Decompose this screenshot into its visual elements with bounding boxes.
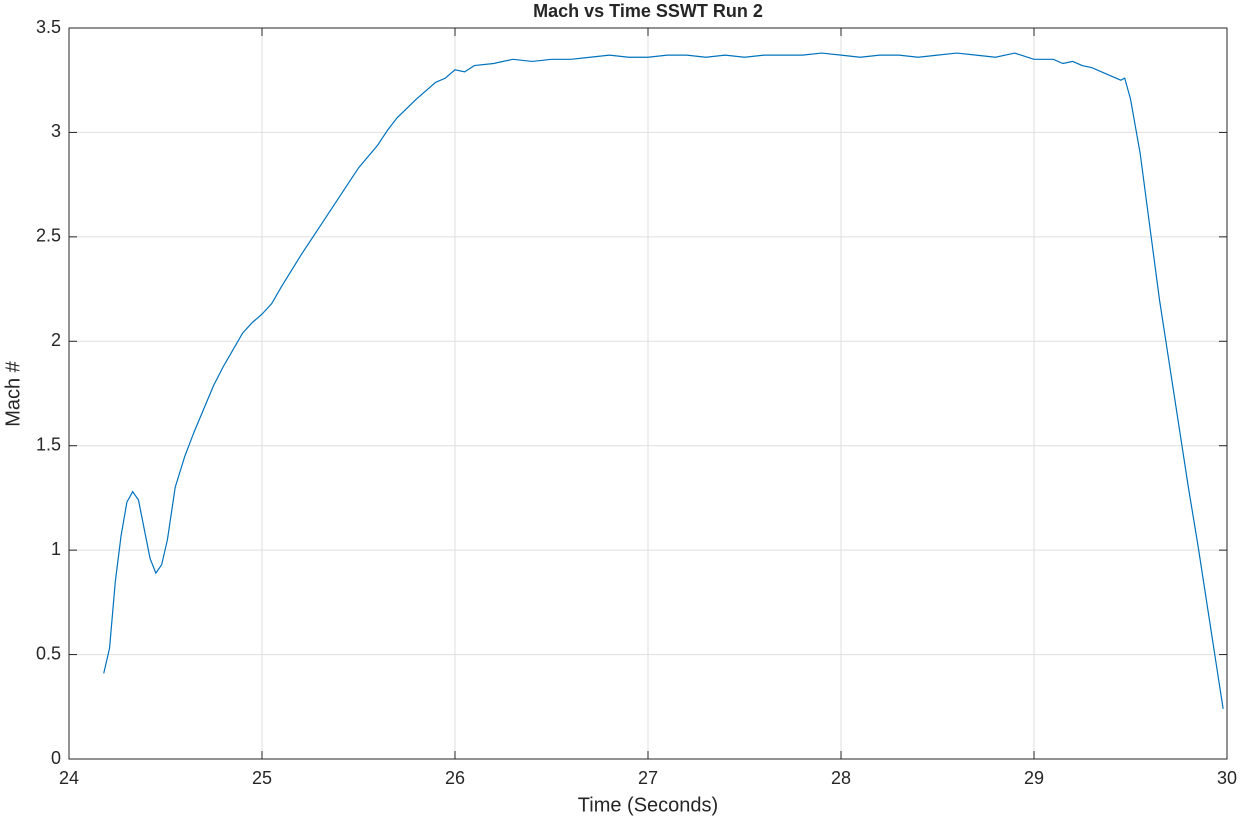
y-tick-label: 1.5 xyxy=(36,434,61,454)
data-line xyxy=(103,52,1224,709)
x-tick-label: 25 xyxy=(252,768,272,788)
x-tick-label: 27 xyxy=(638,768,658,788)
y-tick-label: 0.5 xyxy=(36,643,61,663)
x-axis-label: Time (Seconds) xyxy=(578,794,718,816)
y-tick-label: 2 xyxy=(51,330,61,350)
x-tick-label: 28 xyxy=(831,768,851,788)
axes-box xyxy=(68,27,1228,760)
y-axis-label: Mach # xyxy=(2,360,24,426)
y-tick-label: 1 xyxy=(51,539,61,559)
x-tick-label: 29 xyxy=(1024,768,1044,788)
x-tick-label: 24 xyxy=(59,768,79,788)
y-tick-label: 3.5 xyxy=(36,17,61,37)
y-tick-label: 0 xyxy=(51,748,61,768)
x-tick-label: 30 xyxy=(1217,768,1237,788)
x-tick-label: 26 xyxy=(445,768,465,788)
y-tick-label: 3 xyxy=(51,121,61,141)
chart-title: Mach vs Time SSWT Run 2 xyxy=(533,1,763,21)
y-tick-label: 2.5 xyxy=(36,226,61,246)
